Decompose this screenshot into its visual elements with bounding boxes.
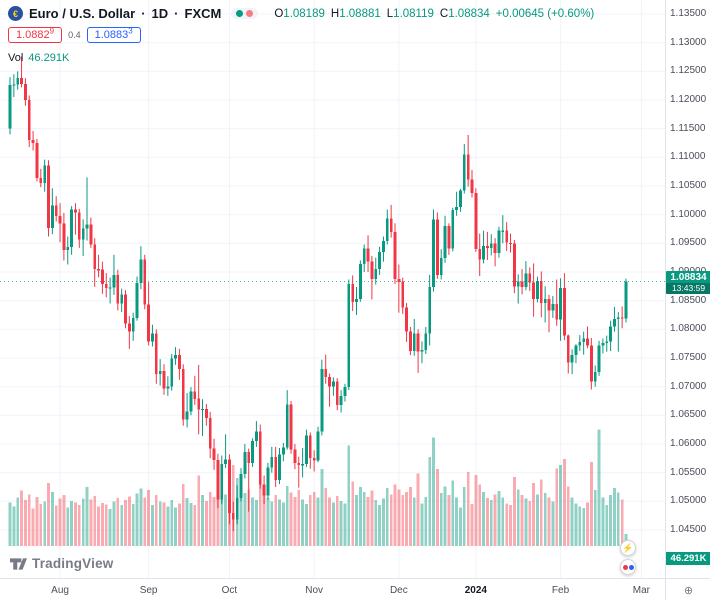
price-axis[interactable]: 1.08834 13:43:59 46.291K 1.13500 1.13000 1…	[665, 0, 710, 578]
bid-price: 1.0882	[16, 29, 50, 41]
bar-countdown: 13:43:59	[666, 282, 710, 294]
time-axis-label: Dec	[389, 585, 408, 596]
legend-separator: ·	[141, 6, 146, 21]
tradingview-wordmark: TradingView	[32, 556, 114, 571]
symbol-logo-icon: €	[8, 6, 23, 21]
open-value: 1.08189	[283, 7, 325, 20]
time-axis-label: Mar	[632, 585, 651, 596]
volume-value: 46.291K	[28, 52, 70, 64]
ask-price: 1.0883	[94, 29, 129, 41]
low-label: L	[386, 7, 394, 20]
tradingview-logo-icon	[10, 557, 27, 570]
change-value: +0.00645 (+0.60%)	[495, 7, 595, 20]
tradingview-logo[interactable]: TradingView	[10, 556, 113, 571]
price-axis-label: 1.10000	[670, 208, 707, 220]
price-axis-label: 1.08500	[670, 294, 707, 306]
high-value: 1.08881	[339, 7, 381, 20]
price-axis-label: 1.11500	[670, 122, 706, 134]
low-value: 1.08119	[393, 7, 434, 20]
legend-separator: ·	[174, 6, 179, 21]
price-axis-label: 1.12500	[670, 65, 707, 77]
price-axis-label: 1.08000	[670, 323, 707, 335]
legend-title-row: € Euro / U.S. Dollar · 1D · FXCM O1.0818…	[8, 6, 594, 21]
price-axis-label: 1.05000	[670, 495, 707, 507]
ask-price-sup: 3	[128, 26, 133, 36]
price-axis-label: 1.07500	[670, 352, 707, 363]
ohlc-readout: O1.08189 H1.08881 L1.08119 C1.08834 +0.0…	[274, 8, 594, 20]
up-dot-icon	[236, 10, 244, 17]
current-price-badge: 1.08834 13:43:59	[666, 270, 710, 294]
timeframe-label[interactable]: 1D	[151, 6, 169, 21]
bid-ask-row: 1.08829 0.4 1.08833	[8, 27, 594, 43]
lightning-icon: ⚡	[622, 542, 634, 553]
spread-value: 0.4	[68, 30, 81, 40]
time-axis-label: Aug	[51, 585, 69, 596]
time-axis-label: Feb	[551, 585, 570, 596]
time-axis[interactable]: Aug Sep Oct Nov Dec 2024 Feb Mar	[0, 578, 665, 600]
bid-price-sup: 9	[49, 26, 55, 36]
sell-bid-button[interactable]: 1.08829	[8, 26, 63, 43]
current-price-value: 1.08834	[670, 271, 707, 283]
bid-ask-dots-icon	[622, 564, 634, 570]
price-axis-label: 1.13500	[670, 8, 707, 19]
volume-label: Vol	[8, 52, 24, 64]
trading-panel-button[interactable]	[620, 559, 636, 575]
close-value: 1.08834	[448, 7, 490, 20]
time-axis-label: Sep	[139, 585, 158, 596]
time-axis-label: 2024	[464, 585, 487, 596]
axis-settings-icon[interactable]: ⊕	[683, 584, 694, 597]
axis-corner: ⊕	[665, 578, 710, 600]
price-axis-label: 1.04500	[670, 524, 707, 535]
price-axis-label: 1.12000	[670, 94, 707, 105]
time-axis-label: Nov	[305, 585, 324, 596]
time-axis-label: Oct	[221, 585, 238, 596]
instant-order-button[interactable]: ⚡	[620, 540, 636, 556]
close-label: C	[439, 7, 449, 20]
price-axis-label: 1.09500	[670, 237, 707, 249]
chart-legend: € Euro / U.S. Dollar · 1D · FXCM O1.0818…	[8, 6, 594, 64]
high-label: H	[330, 7, 340, 20]
legend-toggle[interactable]	[231, 8, 259, 19]
volume-readout: Vol 46.291K	[8, 52, 594, 64]
price-axis-label: 1.13000	[670, 36, 707, 48]
price-axis-label: 1.11000	[670, 151, 706, 163]
symbol-title[interactable]: Euro / U.S. Dollar	[29, 6, 136, 21]
candlestick-volume-chart[interactable]	[0, 0, 665, 578]
price-axis-label: 1.07000	[670, 380, 707, 392]
price-axis-label: 1.06500	[670, 409, 707, 421]
quick-trade-buttons: ⚡	[620, 540, 636, 575]
down-dot-icon	[246, 10, 254, 17]
volume-axis-badge: 46.291K	[666, 552, 710, 565]
price-axis-label: 1.10500	[670, 180, 707, 191]
open-label: O	[274, 7, 284, 20]
price-axis-label: 1.05500	[670, 466, 707, 478]
chart-plot-area[interactable]: € Euro / U.S. Dollar · 1D · FXCM O1.0818…	[0, 0, 665, 578]
exchange-label: FXCM	[184, 6, 222, 21]
price-axis-label: 1.06000	[670, 438, 707, 449]
buy-ask-button[interactable]: 1.08833	[86, 26, 141, 43]
